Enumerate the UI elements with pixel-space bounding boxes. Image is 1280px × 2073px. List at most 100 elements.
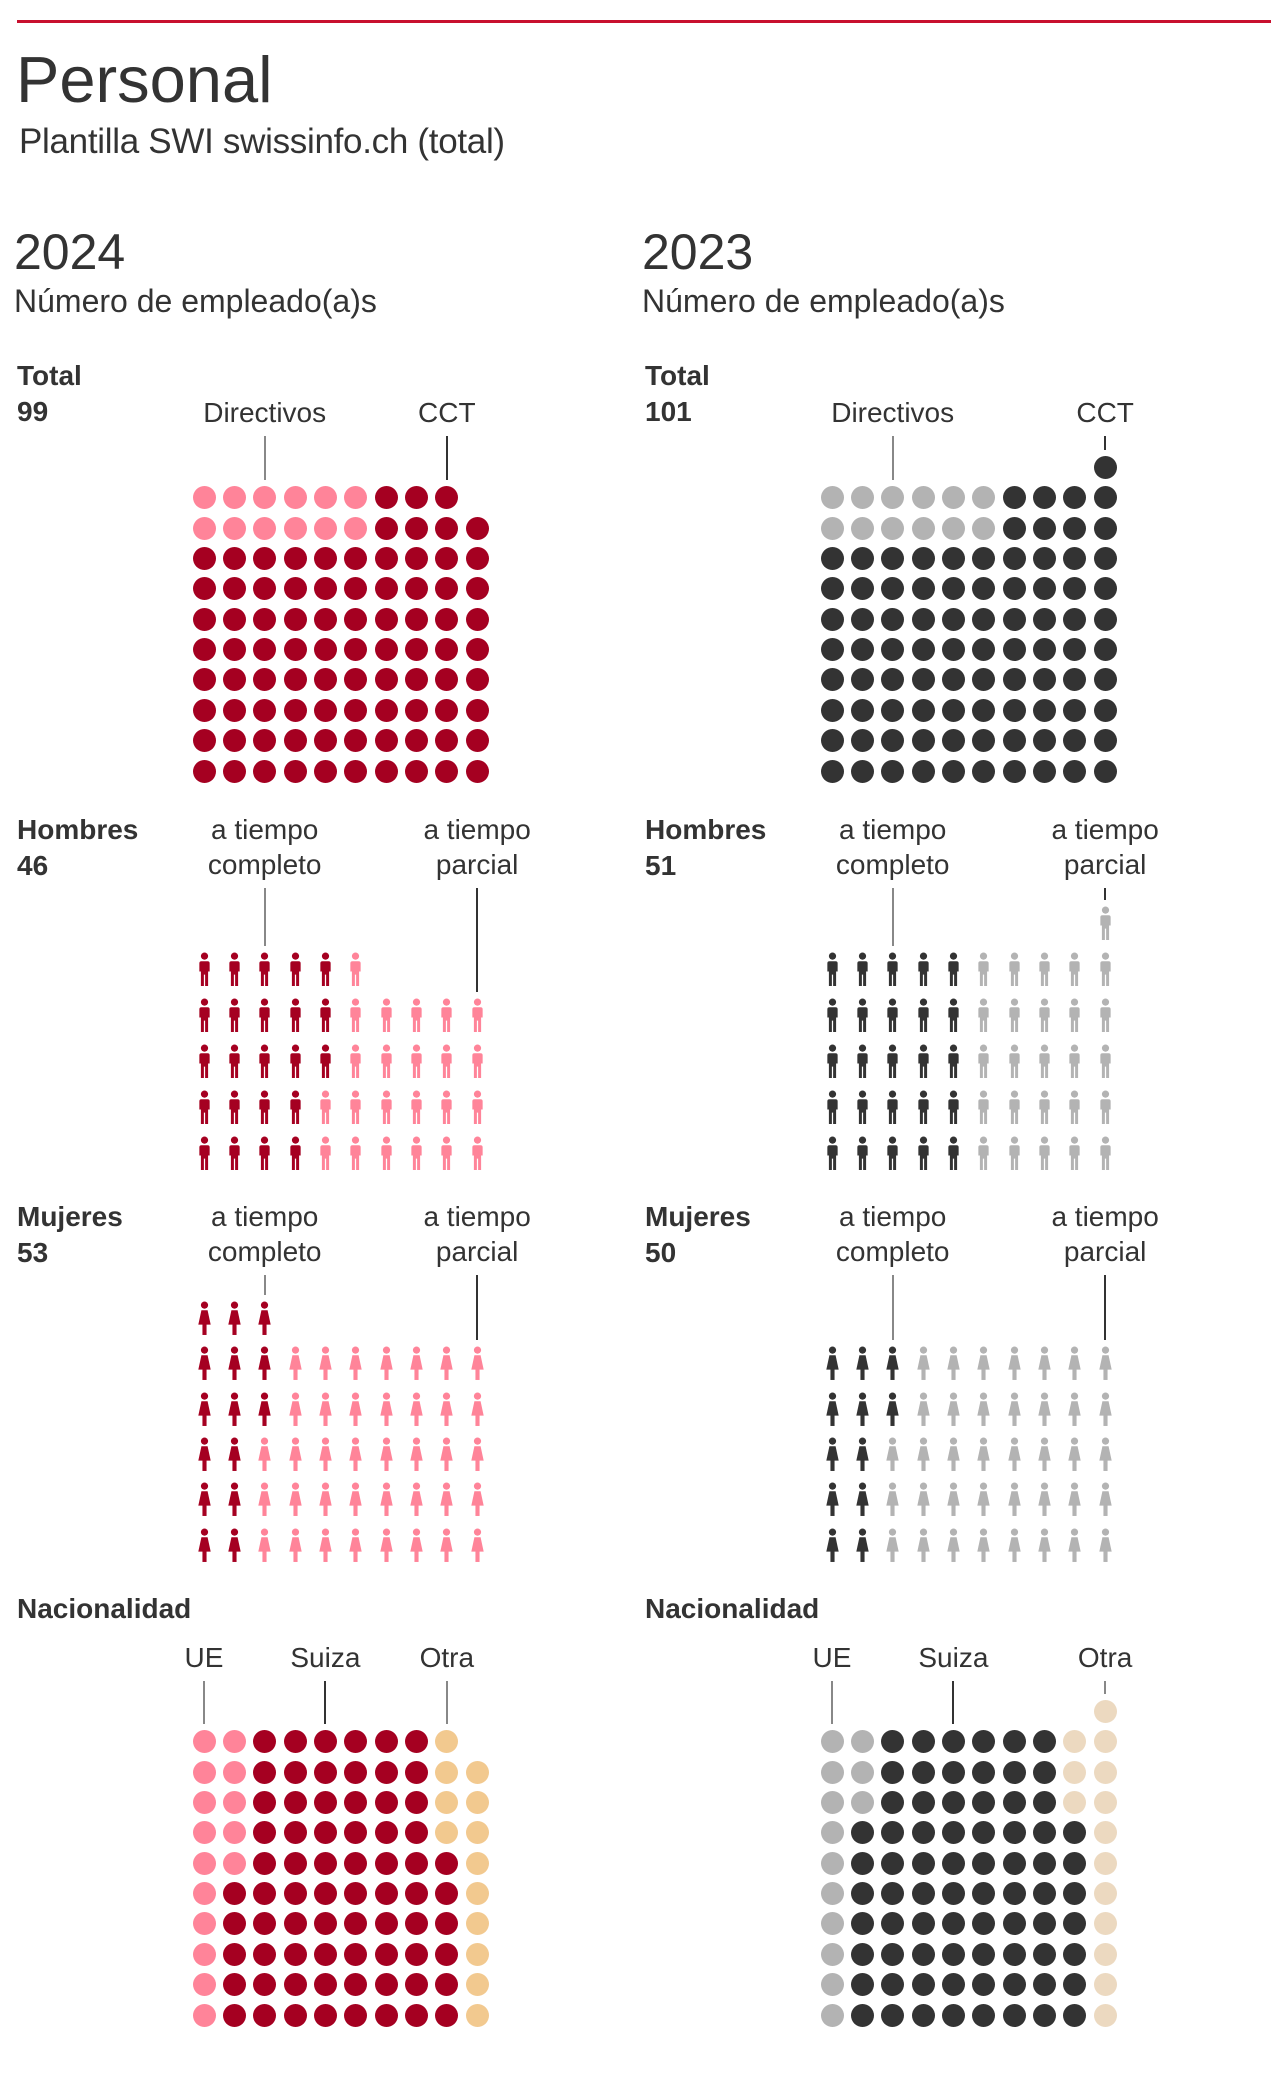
- dot-mark-suiza: [313, 1760, 337, 1784]
- dot-mark-suiza: [374, 1912, 398, 1936]
- dot-mark-cct: [1093, 668, 1117, 692]
- woman-icon-a-tiempo-parcial: [976, 1482, 991, 1517]
- man-icon-a-tiempo-parcial: [1098, 952, 1113, 987]
- dot-mark-cct: [911, 668, 935, 692]
- man-icon-a-tiempo-parcial: [1098, 1090, 1113, 1125]
- man-icon-a-tiempo-parcial: [976, 1090, 991, 1125]
- legend-label: a tiempo parcial: [423, 1201, 531, 1267]
- dot-mark-suiza: [222, 1912, 246, 1936]
- woman-icon-a-tiempo-completo: [825, 1392, 840, 1427]
- man-icon-a-tiempo-completo: [257, 1090, 272, 1125]
- dot-mark-directivos: [850, 516, 874, 540]
- man-icon-a-tiempo-parcial: [470, 1136, 485, 1171]
- dot-mark-directivos: [313, 516, 337, 540]
- dot-mark-cct: [404, 638, 428, 662]
- woman-icon-a-tiempo-completo: [197, 1482, 212, 1517]
- dot-mark-suiza: [283, 1912, 307, 1936]
- woman-icon-a-tiempo-parcial: [470, 1528, 485, 1563]
- dot-mark-suiza: [1002, 1791, 1026, 1815]
- dot-mark-suiza: [941, 1791, 965, 1815]
- dot-mark-ue: [192, 1760, 216, 1784]
- dot-mark-cct: [374, 547, 398, 571]
- dot-mark-ue: [222, 1730, 246, 1754]
- man-icon-a-tiempo-parcial: [1098, 1136, 1113, 1171]
- dot-mark-cct: [374, 729, 398, 753]
- dot-mark-cct: [435, 668, 459, 692]
- dot-mark-cct: [404, 486, 428, 510]
- dot-mark-cct: [313, 698, 337, 722]
- dot-mark-directivos: [911, 516, 935, 540]
- woman-icon-a-tiempo-parcial: [1007, 1392, 1022, 1427]
- dot-mark-cct: [1063, 759, 1087, 783]
- dot-mark-cct: [972, 638, 996, 662]
- dot-mark-suiza: [283, 1730, 307, 1754]
- man-icon-a-tiempo-parcial: [379, 998, 394, 1033]
- man-icon-a-tiempo-completo: [855, 1090, 870, 1125]
- legend-label: a tiempo completo: [207, 814, 322, 880]
- dot-mark-suiza: [1002, 1973, 1026, 1997]
- dot-mark-suiza: [313, 1821, 337, 1845]
- dot-mark-suiza: [404, 1760, 428, 1784]
- dot-mark-cct: [972, 668, 996, 692]
- man-icon-a-tiempo-parcial: [348, 952, 363, 987]
- dot-mark-cct: [850, 698, 874, 722]
- dot-mark-suiza: [253, 1821, 277, 1845]
- dot-mark-cct: [820, 547, 844, 571]
- man-icon-a-tiempo-completo: [916, 952, 931, 987]
- dot-mark-suiza: [404, 1912, 428, 1936]
- dot-mark-suiza: [972, 1791, 996, 1815]
- dot-mark-cct: [1093, 577, 1117, 601]
- man-icon-a-tiempo-completo: [288, 1090, 303, 1125]
- dot-mark-ue: [820, 1791, 844, 1815]
- dot-mark-suiza: [911, 1730, 935, 1754]
- dot-mark-directivos: [850, 486, 874, 510]
- man-icon-a-tiempo-completo: [916, 1044, 931, 1079]
- dot-mark-cct: [222, 668, 246, 692]
- dot-mark-ue: [820, 1851, 844, 1875]
- man-icon-a-tiempo-completo: [318, 952, 333, 987]
- man-icon-a-tiempo-completo: [855, 998, 870, 1033]
- dot-mark-cct: [850, 668, 874, 692]
- woman-icon-a-tiempo-parcial: [409, 1528, 424, 1563]
- dot-mark-otra: [1063, 1760, 1087, 1784]
- dot-mark-cct: [283, 729, 307, 753]
- dot-mark-cct: [344, 547, 368, 571]
- dot-mark-cct: [1093, 516, 1117, 540]
- dot-mark-suiza: [941, 1942, 965, 1966]
- legend-leader-line: [1104, 436, 1107, 450]
- section-label: Mujeres: [17, 1201, 123, 1232]
- dot-mark-directivos: [283, 516, 307, 540]
- dot-mark-suiza: [253, 1760, 277, 1784]
- legend-leader-line: [1104, 1275, 1107, 1341]
- dot-mark-cct: [374, 577, 398, 601]
- dot-mark-cct: [941, 668, 965, 692]
- man-icon-a-tiempo-parcial: [439, 1090, 454, 1125]
- dot-mark-cct: [435, 577, 459, 601]
- dot-mark-ue: [820, 2003, 844, 2027]
- dot-mark-cct: [404, 607, 428, 631]
- dot-mark-cct: [435, 698, 459, 722]
- dot-mark-suiza: [253, 1942, 277, 1966]
- dot-mark-suiza: [1002, 1821, 1026, 1845]
- man-icon-a-tiempo-parcial: [348, 998, 363, 1033]
- dot-mark-cct: [192, 729, 216, 753]
- dot-mark-cct: [374, 668, 398, 692]
- dot-mark-otra: [435, 1730, 459, 1754]
- dot-mark-cct: [253, 577, 277, 601]
- dot-mark-otra: [1093, 1730, 1117, 1754]
- legend-leader-line: [324, 1681, 327, 1725]
- woman-icon-a-tiempo-completo: [257, 1301, 272, 1336]
- dot-mark-cct: [911, 759, 935, 783]
- man-icon-a-tiempo-parcial: [439, 1044, 454, 1079]
- dot-mark-suiza: [941, 1882, 965, 1906]
- dot-mark-suiza: [1032, 1760, 1056, 1784]
- legend-label: a tiempo parcial: [1051, 1201, 1159, 1267]
- woman-icon-a-tiempo-parcial: [1098, 1392, 1113, 1427]
- dot-mark-cct: [941, 547, 965, 571]
- dot-mark-suiza: [911, 1791, 935, 1815]
- dot-mark-directivos: [192, 516, 216, 540]
- dot-mark-suiza: [404, 1882, 428, 1906]
- dot-mark-suiza: [313, 1942, 337, 1966]
- woman-icon-a-tiempo-parcial: [409, 1346, 424, 1381]
- woman-icon-a-tiempo-parcial: [257, 1437, 272, 1472]
